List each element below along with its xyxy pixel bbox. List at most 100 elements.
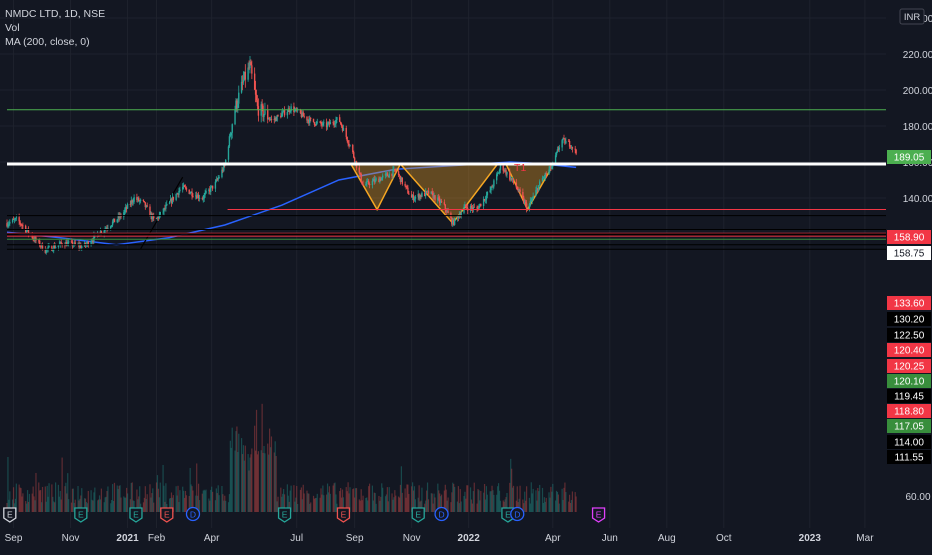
volume-bar: [425, 500, 427, 512]
candle-body: [327, 121, 330, 124]
candle-body: [353, 152, 355, 158]
event-marker-E[interactable]: E: [336, 507, 351, 523]
event-marker-E[interactable]: E: [3, 507, 17, 523]
symbol-title[interactable]: NMDC LTD, 1D, NSE: [5, 8, 106, 20]
candle-body: [394, 169, 396, 171]
earnings-shield: [160, 507, 174, 523]
candle-body: [66, 241, 68, 246]
volume-bar: [400, 466, 402, 512]
volume-bar: [97, 499, 100, 512]
candle-body: [432, 192, 434, 199]
volume-indicator-label[interactable]: Vol: [5, 22, 20, 34]
volume-bar: [139, 486, 141, 512]
candle-body: [420, 195, 422, 197]
candle-body: [565, 140, 567, 144]
event-marker-D[interactable]: D: [434, 506, 449, 522]
horizontal-levels[interactable]: [7, 109, 886, 250]
candle-body: [158, 214, 161, 219]
volume-bar: [328, 486, 331, 512]
volume-bar: [214, 500, 217, 512]
volume-bar: [327, 492, 330, 512]
candle-body: [504, 169, 506, 172]
candle-body: [130, 200, 132, 205]
event-marker-E[interactable]: E: [74, 507, 88, 523]
candle-body: [575, 149, 577, 154]
candle-body: [336, 117, 338, 121]
event-marker-letter: E: [164, 510, 170, 520]
candle-body: [430, 191, 432, 194]
candle-body: [210, 185, 213, 187]
candle-body: [67, 242, 69, 246]
volume-bar: [244, 445, 246, 512]
volume-bar: [60, 499, 62, 512]
volume-bar: [411, 486, 413, 512]
candle-body: [217, 177, 219, 180]
volume-bar: [554, 500, 557, 512]
annotation-t1[interactable]: T1: [514, 162, 526, 174]
volume-bar: [489, 491, 491, 512]
event-marker-E[interactable]: E: [411, 507, 425, 523]
volume-bar: [411, 482, 414, 512]
event-marker-E[interactable]: E: [591, 507, 606, 523]
volume-bar: [397, 496, 400, 512]
candle-body: [496, 173, 499, 175]
volume-bar: [54, 482, 57, 512]
price-tag-bg: [887, 296, 931, 310]
volume-bar: [67, 473, 69, 512]
x-tick-label: Nov: [62, 533, 80, 544]
volume-bar: [313, 498, 316, 512]
volume-bar: [138, 496, 140, 512]
price-tag-120.25: 120.25: [887, 359, 931, 373]
currency-label[interactable]: INR: [899, 8, 925, 25]
volume-bar: [231, 427, 233, 512]
candle-body: [179, 189, 181, 192]
volume-bar: [111, 499, 113, 512]
event-marker-E[interactable]: E: [160, 507, 174, 523]
volume-bar: [152, 488, 154, 512]
candle-body: [406, 186, 408, 188]
candle-body: [335, 120, 337, 124]
event-marker-D[interactable]: D: [510, 506, 525, 522]
candle-body: [529, 201, 532, 205]
volume-bar: [7, 457, 9, 512]
candle-body: [302, 112, 304, 117]
candle-body: [367, 180, 370, 184]
volume-bar: [480, 490, 482, 512]
ma200-line: [6, 161, 577, 246]
volume-bar: [295, 497, 297, 512]
volume-bar: [426, 482, 429, 512]
volume-bar: [262, 452, 264, 512]
volume-bar: [453, 483, 455, 512]
x-tick-label: 2023: [799, 533, 822, 544]
candle-body: [39, 246, 42, 247]
price-tag-120.40: 120.40: [887, 343, 931, 357]
candle-body: [458, 215, 461, 218]
volume-bar: [445, 489, 447, 512]
volume-bar: [512, 485, 515, 512]
price-tag-text: 130.20: [894, 315, 925, 326]
volume-bar: [34, 500, 36, 512]
ma-indicator-label[interactable]: MA (200, close, 0): [5, 36, 90, 48]
volume-bar: [541, 487, 544, 512]
price-tag-bg: [887, 343, 931, 357]
x-tick-label: Apr: [204, 533, 220, 544]
volume-bar: [65, 482, 67, 512]
volume-bar: [215, 488, 217, 512]
volume-bar: [464, 491, 466, 512]
volume-bar: [531, 493, 533, 512]
volume-bar: [164, 501, 166, 512]
volume-bar: [516, 486, 518, 512]
candle-body: [476, 207, 478, 209]
price-tag-bg: [887, 419, 931, 433]
volume-bar: [41, 486, 44, 512]
candle-body: [270, 118, 273, 120]
event-marker-E[interactable]: E: [129, 507, 143, 523]
event-marker-D[interactable]: D: [185, 506, 201, 522]
event-marker-E[interactable]: E: [277, 507, 292, 523]
candle-body: [444, 204, 447, 210]
earnings-shield: [3, 507, 17, 523]
volume-bar: [103, 502, 105, 512]
candle-body: [214, 181, 217, 189]
